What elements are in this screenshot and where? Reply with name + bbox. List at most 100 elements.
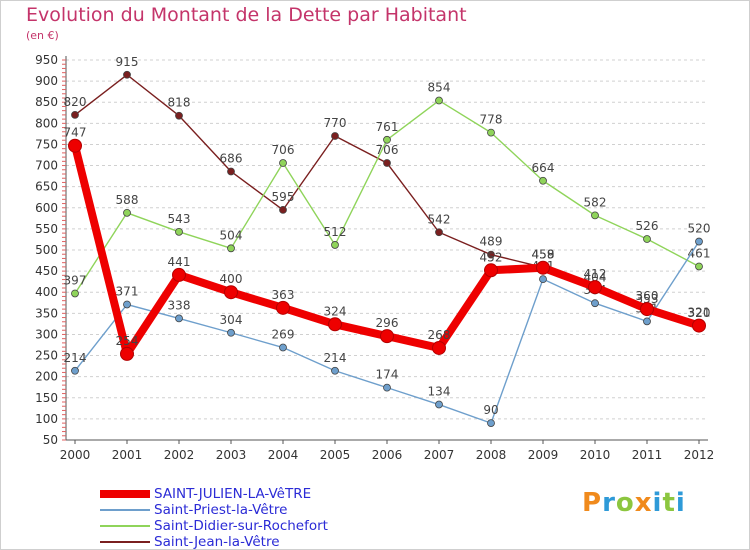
x-tick-label: 2005 — [320, 448, 351, 462]
y-tick-label: 650 — [35, 180, 58, 194]
data-point — [487, 419, 495, 428]
data-point — [175, 227, 183, 236]
data-point — [227, 244, 235, 253]
data-label: 412 — [584, 267, 607, 281]
logo-letter: i — [675, 488, 686, 518]
data-point — [536, 260, 550, 275]
data-point — [71, 110, 79, 119]
data-label: 320 — [688, 306, 711, 320]
data-label: 582 — [584, 195, 607, 209]
data-point — [484, 263, 498, 278]
x-tick-label: 2001 — [112, 448, 143, 462]
data-point — [123, 208, 131, 217]
data-label: 269 — [272, 328, 295, 342]
data-point — [68, 138, 82, 153]
y-tick-label: 900 — [35, 74, 58, 88]
x-tick-label: 2008 — [476, 448, 507, 462]
data-label: 512 — [324, 225, 347, 239]
data-label: 134 — [428, 385, 451, 399]
legend-label: Saint-Priest-la-Vêtre — [154, 502, 288, 518]
data-label: 664 — [532, 161, 555, 175]
data-label: 747 — [64, 126, 87, 140]
data-label: 686 — [220, 151, 243, 165]
data-label: 504 — [220, 228, 243, 242]
data-point — [692, 318, 706, 333]
data-point — [539, 176, 547, 185]
data-point — [172, 267, 186, 282]
data-label: 371 — [116, 284, 139, 298]
data-point — [643, 317, 651, 326]
data-point — [175, 314, 183, 323]
y-tick-label: 350 — [35, 306, 58, 320]
data-label: 174 — [376, 368, 399, 382]
data-point — [435, 228, 443, 237]
data-point — [71, 366, 79, 375]
data-point — [380, 329, 394, 344]
data-label: 770 — [324, 116, 347, 130]
data-label: 706 — [376, 143, 399, 157]
data-point — [279, 205, 287, 214]
data-point — [123, 70, 131, 79]
data-label: 520 — [688, 222, 711, 236]
y-tick-label: 50 — [43, 433, 58, 447]
data-label: 458 — [532, 248, 555, 262]
data-label: 588 — [116, 193, 139, 207]
data-label: 214 — [324, 351, 347, 365]
data-label: 489 — [480, 235, 503, 249]
data-point — [487, 128, 495, 137]
legend-item: Saint-Jean-la-Vêtre — [100, 534, 400, 550]
y-tick-label: 400 — [35, 285, 58, 299]
data-point — [588, 280, 602, 295]
data-point — [227, 167, 235, 176]
y-tick-label: 450 — [35, 264, 58, 278]
legend-swatch — [100, 490, 150, 498]
data-label: 542 — [428, 212, 451, 226]
x-tick-label: 2006 — [372, 448, 403, 462]
legend-label: SAINT-JULIEN-LA-VêTRE — [154, 486, 312, 502]
data-label: 397 — [64, 273, 87, 287]
data-point — [331, 366, 339, 375]
data-label: 360 — [636, 289, 659, 303]
x-tick-label: 2012 — [684, 448, 715, 462]
legend-item: SAINT-JULIEN-LA-VêTRE — [100, 486, 400, 502]
x-tick-label: 2004 — [268, 448, 299, 462]
x-tick-label: 2007 — [424, 448, 455, 462]
logo-letter: t — [662, 488, 676, 518]
data-label: 915 — [116, 55, 139, 69]
legend-label: Saint-Didier-sur-Rochefort — [154, 518, 328, 534]
y-tick-label: 500 — [35, 243, 58, 257]
data-point — [331, 241, 339, 249]
y-tick-label: 850 — [35, 95, 58, 109]
data-point — [539, 275, 547, 284]
data-point — [435, 400, 443, 409]
y-tick-label: 300 — [35, 327, 58, 341]
chart-legend: SAINT-JULIEN-LA-VêTRE Saint-Priest-la-Vê… — [100, 486, 400, 550]
data-label: 321 — [688, 306, 711, 320]
data-point — [383, 159, 391, 167]
x-tick-label: 2011 — [632, 448, 663, 462]
x-tick-label: 2002 — [164, 448, 195, 462]
data-point — [640, 302, 654, 317]
data-point — [331, 132, 339, 140]
logo-letter: x — [634, 488, 653, 518]
data-point — [695, 237, 703, 246]
data-point — [279, 159, 287, 167]
data-point — [383, 383, 391, 392]
data-label: 441 — [168, 255, 191, 269]
data-point — [71, 289, 79, 298]
data-point — [591, 211, 599, 220]
data-label: 338 — [168, 298, 191, 312]
chart-title: Evolution du Montant de la Dette par Hab… — [26, 4, 467, 26]
data-label: 363 — [272, 288, 295, 302]
data-label: 254 — [116, 334, 139, 348]
data-point — [224, 285, 238, 300]
data-point — [120, 346, 134, 361]
y-tick-label: 700 — [35, 159, 58, 173]
legend-swatch — [100, 541, 150, 543]
legend-swatch — [100, 509, 150, 511]
data-point — [175, 111, 183, 120]
series-group: 21437133830426921417413490431374331520 — [64, 222, 711, 428]
logo-letter: P — [582, 488, 603, 518]
